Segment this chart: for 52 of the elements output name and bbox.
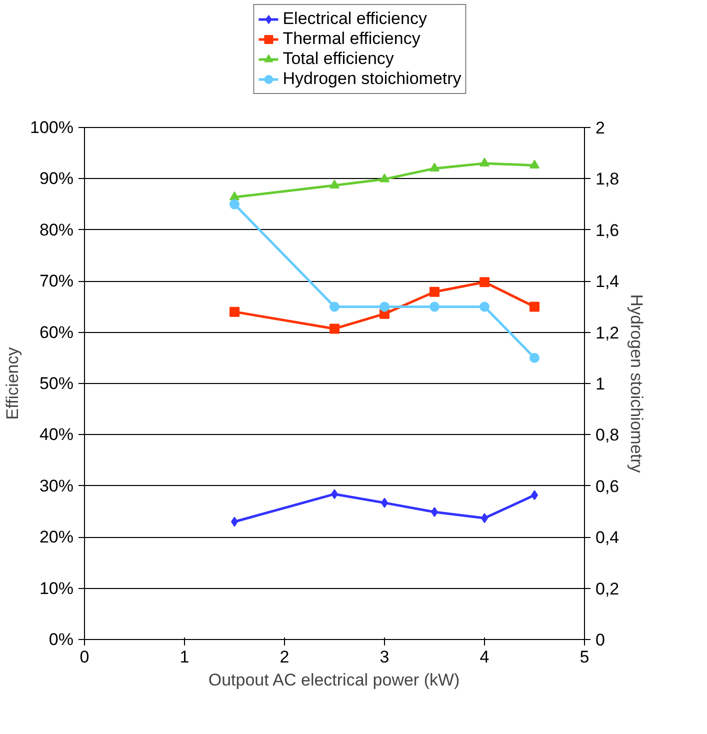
y-tick-label: 50%	[39, 374, 74, 393]
point	[530, 352, 540, 363]
legend-label: Total efficiency	[282, 49, 394, 69]
y2-tick-label: 1	[596, 374, 605, 394]
x-tick-label: 5	[580, 648, 590, 666]
x-tick-label: 4	[480, 648, 490, 666]
y2-tick-label: 0,8	[596, 426, 620, 445]
y-tick-label: 80%	[39, 220, 74, 240]
point	[330, 180, 340, 188]
point	[530, 302, 540, 312]
point	[430, 162, 440, 172]
point	[530, 160, 540, 168]
y-tick-label: 0%	[48, 630, 74, 649]
point	[480, 277, 490, 288]
y-tick-label: 70%	[39, 272, 74, 291]
y2-tick-label: 0	[596, 630, 605, 650]
point	[230, 199, 240, 210]
legend-label: Electrical efficiency	[282, 9, 427, 29]
x-tick-label: 3	[380, 648, 390, 666]
y-tick-label: 40%	[39, 425, 74, 444]
point	[330, 302, 340, 312]
x-axis-title: Outpout AC electrical power (kW)	[208, 670, 460, 690]
point	[380, 174, 390, 182]
point	[430, 286, 440, 297]
y-tick-label: 100%	[30, 118, 74, 137]
y2-tick-label: 2	[596, 118, 605, 138]
point	[230, 191, 240, 200]
y-tick-label: 30%	[39, 476, 74, 496]
y2-tick-label: 1,6	[596, 220, 620, 240]
y2-axis-title: Hydrogen stoichiometry	[627, 294, 646, 474]
legend-label: Hydrogen stoichiometry	[282, 69, 462, 89]
y2-tick-label: 1,2	[596, 323, 620, 342]
y2-tick-label: 0,2	[596, 579, 620, 598]
point	[380, 302, 390, 312]
y-tick-label: 60%	[39, 322, 74, 342]
point	[330, 324, 340, 334]
point	[480, 158, 490, 166]
point	[230, 306, 240, 317]
y-tick-label: 10%	[39, 578, 74, 598]
point	[480, 302, 490, 312]
point	[430, 302, 440, 312]
x-tick-label: 0	[80, 648, 90, 666]
y-tick-label: 20%	[39, 528, 74, 547]
y2-tick-label: 0,6	[596, 476, 620, 496]
x-tick-label: 2	[280, 648, 290, 666]
y2-tick-label: 1,8	[596, 170, 620, 189]
x-tick-label: 1	[180, 648, 190, 666]
legend-label: Thermal efficiency	[282, 29, 420, 49]
y-axis-title: Efficiency	[3, 346, 22, 420]
y2-tick-label: 1,4	[596, 272, 620, 292]
y2-tick-label: 0,4	[596, 528, 620, 548]
y-tick-label: 90%	[39, 169, 74, 188]
